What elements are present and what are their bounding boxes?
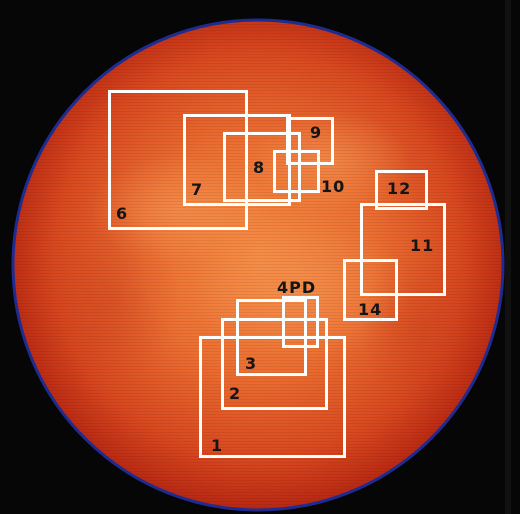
region-label-6: 6 bbox=[116, 204, 129, 223]
region-box-3 bbox=[236, 299, 307, 376]
scanline-overlay bbox=[13, 20, 503, 510]
region-label-14: 14 bbox=[358, 300, 383, 319]
region-label-1: 1 bbox=[211, 436, 224, 455]
region-box-11 bbox=[360, 203, 446, 296]
region-label-3: 3 bbox=[245, 354, 258, 373]
region-label-7: 7 bbox=[191, 180, 204, 199]
region-box-14 bbox=[343, 259, 398, 321]
region-box-10 bbox=[273, 150, 320, 193]
region-box-2 bbox=[221, 318, 328, 410]
region-box-6 bbox=[108, 90, 248, 230]
region-label-4pd: 4PD bbox=[277, 278, 317, 297]
region-box-7 bbox=[183, 114, 291, 206]
region-label-10: 10 bbox=[321, 177, 346, 196]
region-label-8: 8 bbox=[253, 158, 266, 177]
sun-limb bbox=[11, 18, 505, 512]
region-box-1 bbox=[199, 336, 346, 458]
region-box-12 bbox=[375, 170, 428, 210]
region-label-11: 11 bbox=[410, 236, 435, 255]
region-label-2: 2 bbox=[229, 384, 242, 403]
right-margin-strip bbox=[505, 0, 511, 514]
region-label-9: 9 bbox=[310, 123, 323, 142]
region-box-9 bbox=[286, 117, 334, 165]
region-label-12: 12 bbox=[387, 179, 412, 198]
region-box-8 bbox=[223, 132, 301, 202]
region-box-4 bbox=[282, 296, 319, 348]
